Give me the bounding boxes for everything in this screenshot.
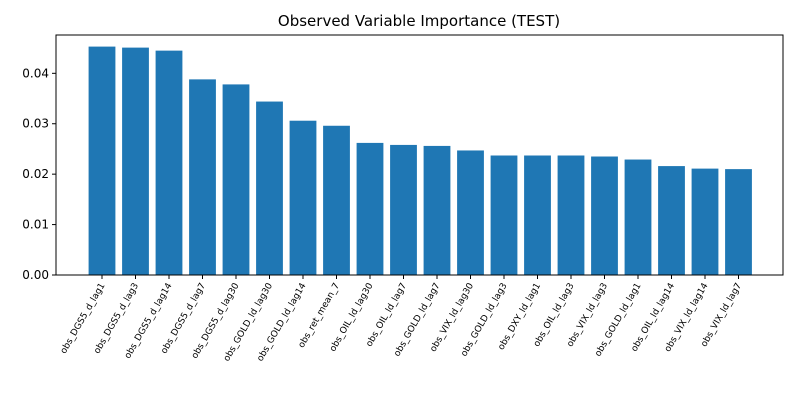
bar-obs_OIL_ld_lag7 [390, 144, 417, 275]
bar-obs_DGS5_d_lag7 [189, 79, 216, 276]
y-tick-label: 0.04 [22, 66, 49, 80]
bar-obs_GOLD_ld_lag30 [256, 101, 283, 275]
bar-obs_VIX_ld_lag30 [457, 150, 484, 275]
plot-frame [55, 34, 784, 276]
y-tick-label: 0.01 [22, 218, 49, 232]
bar-obs_DXY_ld_lag1 [524, 155, 551, 275]
bar-obs_ret_mean_7 [323, 125, 350, 275]
bar-obs_VIX_ld_lag14 [691, 168, 719, 275]
bar-obs_OIL_ld_lag14 [658, 166, 685, 275]
bar-obs_VIX_ld_lag7 [725, 169, 752, 275]
y-axis: 0.00 0.01 0.02 0.03 0.04 [22, 66, 56, 282]
y-tick-label: 0.02 [22, 167, 49, 181]
bar-obs_GOLD_ld_lag14 [289, 120, 317, 276]
chart-title: Observed Variable Importance (TEST) [278, 12, 560, 30]
bars-group [88, 46, 752, 276]
bar-obs_DGS5_d_lag14 [155, 50, 183, 275]
bar-obs_GOLD_ld_lag7 [423, 145, 451, 275]
y-tick-label: 0.03 [22, 117, 49, 131]
bar-obs_VIX_ld_lag3 [591, 156, 618, 275]
bar-obs_DGS5_d_lag1 [88, 46, 116, 275]
bar-obs_DGS5_d_lag30 [222, 84, 250, 275]
x-axis: obs_DGS5_d_lag1obs_DGS5_d_lag3obs_DGS5_d… [59, 275, 744, 363]
bar-obs_DGS5_d_lag3 [122, 47, 149, 275]
bar-obs_GOLD_ld_lag3 [490, 155, 518, 275]
y-tick-label: 0.00 [22, 268, 49, 282]
bar-obs_OIL_ld_lag30 [356, 142, 384, 275]
bar-obs_OIL_ld_lag3 [557, 155, 585, 275]
bar-obs_GOLD_ld_lag1 [624, 159, 652, 275]
